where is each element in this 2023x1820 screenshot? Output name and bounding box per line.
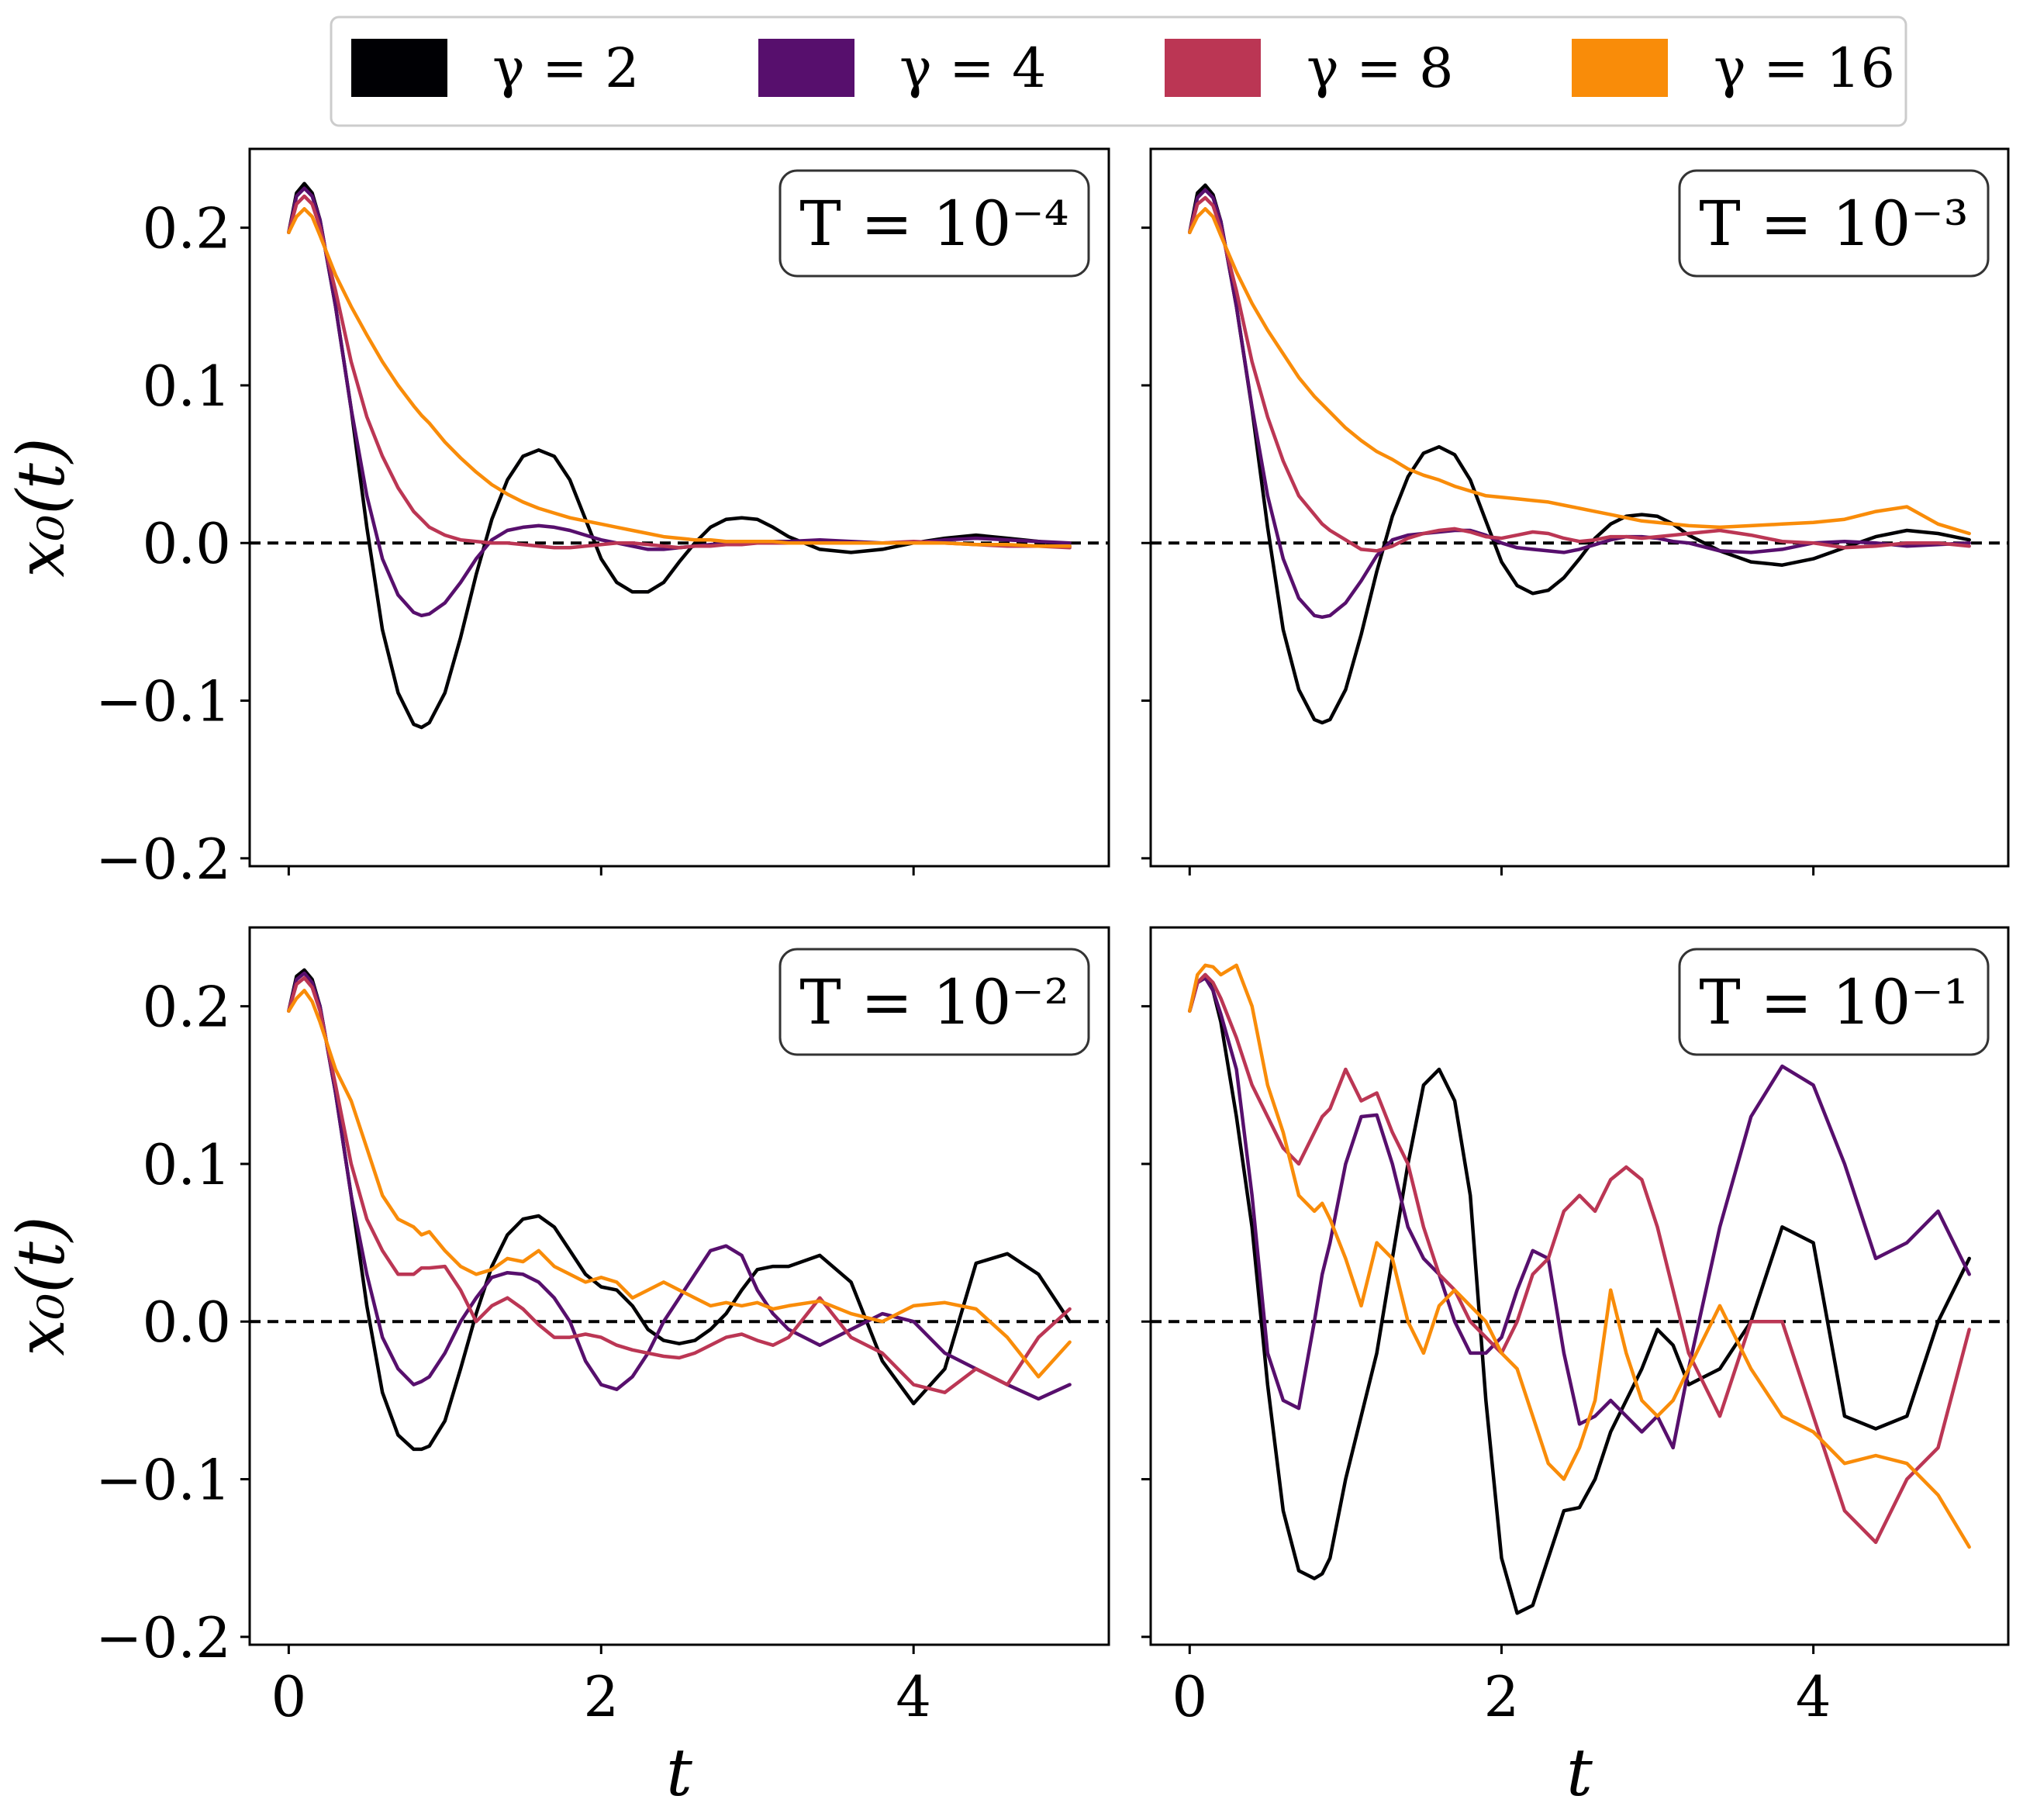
series-line [1188,972,1971,1615]
y-tick-label: 0.1 [142,354,231,419]
temperature-badge-label: T = 10⁻³ [1699,188,1968,260]
legend-label: γ = 2 [492,36,640,100]
series-line [287,186,1072,618]
plot-frame [248,147,1110,868]
legend-entry: γ = 2 [351,36,640,100]
temperature-badge-label: T = 10⁻¹ [1699,966,1968,1038]
legend-entry: γ = 4 [758,36,1047,100]
series-line [287,976,1072,1394]
y-axis-label: x₀(t) [3,437,79,577]
x-tick-label: 4 [1796,1664,1831,1729]
plot-frame [248,926,1110,1646]
series-line [1188,976,1971,1450]
y-tick-label: 0.0 [142,511,231,576]
series-line [1188,963,1971,1549]
series-line [287,968,1072,1452]
panel-bottom-left: −0.2 −0.1 0.0 0.1 0.2 0 2 4 t x₀(t) T = 10⁻² [3,926,1110,1811]
y-tick-label: −0.1 [95,1448,231,1513]
legend-swatch [1165,39,1261,97]
legend-swatch [758,39,854,97]
series-line [287,971,1072,1401]
panel-bottom-right: 0 2 4 t T = 10⁻¹ [1141,926,2010,1811]
y-tick-label: 0.0 [142,1290,231,1355]
series-line [287,989,1072,1379]
legend-label: γ = 8 [1307,36,1454,100]
temperature-badge-box [778,169,1090,278]
legend-frame [330,16,1907,127]
legend-swatch [351,39,447,97]
temperature-badge-box [1678,948,1990,1056]
legend-label: γ = 4 [899,36,1047,100]
x-tick-label: 0 [1172,1664,1207,1729]
series-line [287,207,1072,548]
plot-frame [1149,147,2010,868]
temperature-badge-label: T = 10⁻⁴ [799,188,1068,260]
legend-entry: γ = 16 [1572,36,1895,100]
y-axis-label: x₀(t) [3,1216,79,1356]
temperature-badge-box [778,948,1090,1056]
series-line [1188,195,1971,553]
x-tick-label: 2 [1484,1664,1520,1729]
legend: γ = 2 γ = 4 γ = 8 γ = 16 [330,16,1907,127]
y-tick-label: −0.1 [95,669,231,734]
x-tick-label: 0 [271,1664,306,1729]
x-axis-label: t [666,1735,692,1811]
series-line [1188,972,1971,1545]
x-axis-label: t [1566,1735,1593,1811]
temperature-badge-label: T = 10⁻² [799,966,1068,1038]
series-line [1188,207,1971,536]
legend-label: γ = 16 [1714,36,1895,100]
panel-top-left: −0.2 −0.1 0.0 0.1 0.2 x₀(t) T = 10⁻⁴ [3,147,1110,892]
plot-frame [1149,926,2010,1646]
y-tick-label: 0.2 [142,975,231,1040]
x-tick-label: 4 [896,1664,931,1729]
y-tick-label: −0.2 [95,827,231,892]
x-tick-label: 2 [583,1664,619,1729]
panel-top-right: T = 10⁻³ [1141,147,2010,875]
series-line [1188,183,1971,725]
y-tick-label: 0.2 [142,196,231,261]
y-tick-label: 0.1 [142,1132,231,1197]
temperature-badge-box [1678,169,1990,278]
legend-swatch [1572,39,1668,97]
legend-entry: γ = 8 [1165,36,1454,100]
y-tick-label: −0.2 [95,1605,231,1670]
